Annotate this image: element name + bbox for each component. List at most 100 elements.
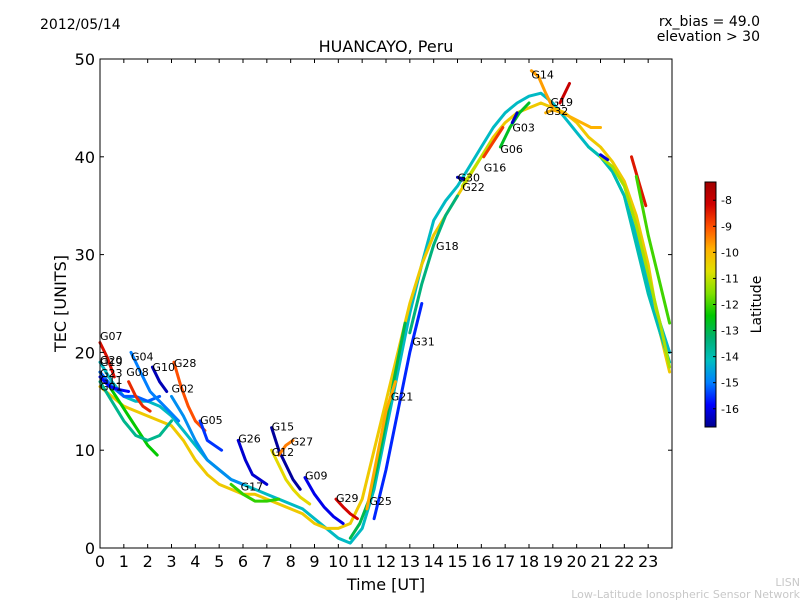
x-tick-label: 16 [471, 552, 491, 571]
colorbar-tick-label: -9 [721, 220, 732, 233]
prn-label: G29 [336, 492, 359, 505]
prn-label: G09 [305, 470, 328, 483]
colorbar-tick-label: -13 [721, 325, 739, 338]
series-line-G29 [334, 497, 359, 521]
prn-label: G26 [238, 432, 261, 445]
series-line-G30 [456, 175, 467, 181]
y-tick-label: 10 [75, 441, 95, 460]
series-line-G09 [303, 476, 345, 525]
series-line-G15 [270, 426, 302, 491]
series-line-G02 [170, 394, 245, 486]
prn-label: G03 [512, 121, 535, 134]
x-tick-label: 19 [543, 552, 563, 571]
chart-title: HUANCAYO, Peru [318, 37, 454, 56]
y-tick-label: 20 [75, 343, 95, 362]
prn-label: G01 [100, 381, 123, 394]
x-tick-label: 4 [190, 552, 200, 571]
series-line-tail-e [634, 174, 672, 325]
x-tick-label: 23 [638, 552, 658, 571]
colorbar-label: Latitude [749, 276, 765, 334]
prn-label: G31 [412, 336, 435, 349]
prn-label: G10 [152, 361, 175, 374]
x-tick-label: 0 [95, 552, 105, 571]
series-line-G08 [127, 380, 152, 413]
series-line-G18 [408, 194, 459, 335]
series-line-G11 [98, 370, 162, 403]
prn-label: G25 [369, 495, 392, 508]
x-tick-label: 11 [352, 552, 372, 571]
prn-label: G14 [531, 69, 554, 82]
series-line-G12 [270, 448, 312, 506]
rx-bias-label: rx_bias = 49.0 [658, 14, 760, 30]
series-line-G14 [529, 69, 555, 110]
colorbar-tick-label: -11 [721, 272, 739, 285]
series-line-G01 [98, 380, 173, 442]
colorbar-tick-label: -10 [721, 246, 739, 259]
series-line-envelope-cool [98, 91, 672, 545]
series-line-G05 [198, 419, 224, 452]
x-tick-label: 20 [566, 552, 586, 571]
colorbar-tick-label: -14 [721, 351, 739, 364]
x-tick-label: 3 [166, 552, 176, 571]
prn-label: G04 [131, 350, 154, 363]
series-line-tail-b [599, 155, 672, 369]
footer-network: Low-Latitude Ionospheric Sensor Network [571, 588, 800, 600]
x-tick-label: 17 [495, 552, 515, 571]
x-tick-label: 10 [328, 552, 348, 571]
x-tick-label: 2 [143, 552, 153, 571]
x-tick-label: 21 [590, 552, 610, 571]
prn-label: G12 [272, 446, 295, 459]
series-line-G25 [348, 321, 407, 540]
colorbar-tick-label: -12 [721, 299, 739, 312]
series-line-G28 [172, 360, 207, 433]
x-tick-label: 22 [614, 552, 634, 571]
series-line-G20 [98, 341, 116, 379]
x-tick-label: 9 [309, 552, 319, 571]
prn-label: G07 [100, 330, 123, 343]
prn-label: G23 [100, 367, 123, 380]
series-line-envelope-warm [98, 101, 672, 530]
y-axis-label: TEC [UNITS] [51, 255, 70, 353]
series-line-G04 [129, 350, 181, 423]
series-line-G17 [229, 482, 281, 503]
y-tick-label: 40 [75, 148, 95, 167]
prn-label: G15 [272, 421, 295, 434]
prn-label: G19 [100, 356, 123, 369]
x-tick-label: 18 [519, 552, 539, 571]
series-line-G10 [150, 365, 169, 393]
prn-label: G18 [436, 240, 459, 253]
series-line-G21 [365, 380, 397, 511]
prn-label: G06 [500, 143, 523, 156]
series-line-G27 [277, 438, 295, 457]
prn-label: G21 [391, 390, 414, 403]
prn-label: G32 [546, 105, 569, 118]
series-line-G22 [460, 140, 493, 188]
series-line-G26 [236, 438, 269, 486]
series-line-G32 [544, 108, 602, 129]
series-line-G19 [98, 375, 131, 393]
colorbar-tick-label: -15 [721, 377, 739, 390]
colorbar-tick-label: -8 [721, 194, 732, 207]
series-line-G03 [510, 111, 519, 125]
prn-label: G19 [550, 96, 573, 109]
prn-label: G02 [172, 383, 195, 396]
x-tick-label: 12 [376, 552, 396, 571]
footer-lisn: LISN [775, 576, 800, 589]
x-axis-label: Time [UT] [346, 575, 425, 594]
x-tick-label: 1 [119, 552, 129, 571]
prn-label: G27 [291, 435, 314, 448]
prn-label: G20 [100, 354, 123, 367]
x-tick-label: 6 [238, 552, 248, 571]
elevation-label: elevation > 30 [656, 29, 760, 45]
series-line-G19b [558, 82, 571, 105]
prn-label: G22 [462, 181, 485, 194]
y-tick-label: 30 [75, 246, 95, 265]
x-tick-label: 8 [286, 552, 296, 571]
x-tick-label: 7 [262, 552, 272, 571]
prn-label: G28 [174, 357, 197, 370]
prn-label: G16 [484, 162, 507, 175]
prn-label: G11 [100, 374, 123, 387]
date-label: 2012/05/14 [40, 17, 121, 33]
